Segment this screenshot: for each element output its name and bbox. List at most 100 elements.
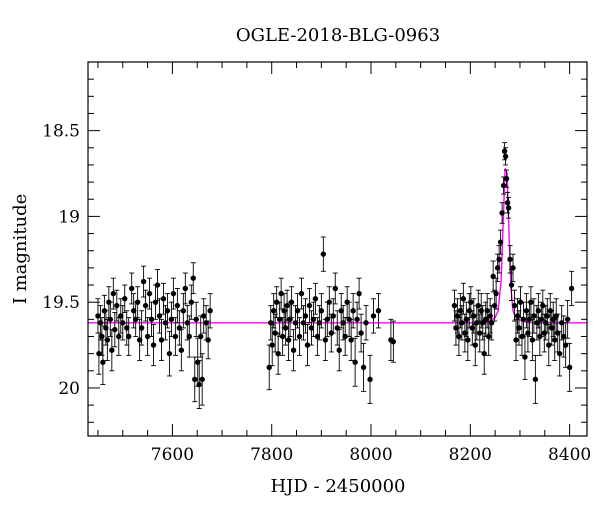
data-point [497,239,504,245]
data-point [472,342,478,348]
data-point [138,325,145,331]
data-point [485,333,492,340]
data-point [148,316,155,323]
data-point [298,290,305,297]
x-tick-label: 7600 [151,445,194,465]
x-tick-label: 8200 [449,445,492,465]
data-point [367,376,373,383]
data-point [510,265,516,271]
data-point [468,299,474,305]
data-point [330,313,336,319]
data-point [109,347,115,353]
data-point [320,251,327,257]
data-point [124,325,130,331]
data-point [310,316,317,323]
model-curve [88,168,587,324]
y-tick-label: 19 [58,207,80,227]
data-point [285,337,292,343]
y-tick-label: 20 [58,379,80,399]
data-point [316,320,323,326]
data-point [156,313,163,319]
data-point [154,282,161,288]
data-point [504,199,511,206]
data-point [302,313,309,319]
data-point [193,316,199,323]
data-point [128,285,135,292]
data-point [481,350,487,357]
data-point [456,333,462,340]
data-point [180,308,187,314]
data-point [160,296,167,302]
data-point [182,285,189,292]
data-point [172,333,179,340]
data-point [522,354,528,360]
data-point [568,285,575,292]
x-tick-label: 7800 [250,445,293,465]
data-point [314,333,321,340]
data-point [284,302,290,309]
data-point [107,316,114,323]
data-point [459,320,465,326]
data-point [296,333,303,340]
data-point [350,308,356,314]
data-point [508,282,515,288]
data-point [566,364,573,371]
data-point [269,342,275,348]
data-point [342,333,348,340]
data-point [192,376,198,383]
data-point [360,364,367,371]
data-points-layer [95,142,575,410]
data-point [511,302,518,309]
data-point [375,308,382,314]
data-point [294,308,301,314]
data-point [146,290,153,297]
data-point [502,153,509,160]
data-point [354,316,360,323]
data-point [546,342,552,348]
data-point [370,313,377,319]
data-point [126,333,132,340]
data-point [188,299,194,305]
data-point [184,320,191,326]
data-point [162,320,169,326]
data-point [390,338,397,345]
data-point [552,337,558,343]
data-point [451,302,458,309]
data-point [513,337,519,343]
data-point [292,320,299,326]
data-point [104,337,111,343]
data-point [531,313,537,319]
x-tick-label: 8000 [349,445,392,465]
data-point [336,347,342,353]
data-point [558,320,565,326]
data-point [523,308,530,314]
data-point [166,350,173,357]
data-point [144,333,151,340]
data-point [100,359,106,365]
data-point [562,342,569,348]
data-point [186,333,192,340]
data-point [198,333,204,340]
data-point [540,302,546,309]
data-point [170,290,177,297]
data-point [544,313,550,319]
model-curve-layer [88,168,587,324]
data-point [465,337,471,343]
data-point [272,330,278,336]
data-point [517,299,524,305]
data-point [356,290,362,297]
y-tick-label: 18.5 [42,122,80,142]
data-point [134,299,141,305]
data-point [528,299,534,305]
data-point [130,308,137,314]
data-point [556,350,563,357]
data-point [535,308,542,314]
data-point [477,330,483,336]
data-point [363,320,369,326]
data-point [207,308,213,314]
data-point [352,359,358,365]
data-point [322,337,329,343]
data-point [273,299,280,305]
data-point [484,308,490,314]
